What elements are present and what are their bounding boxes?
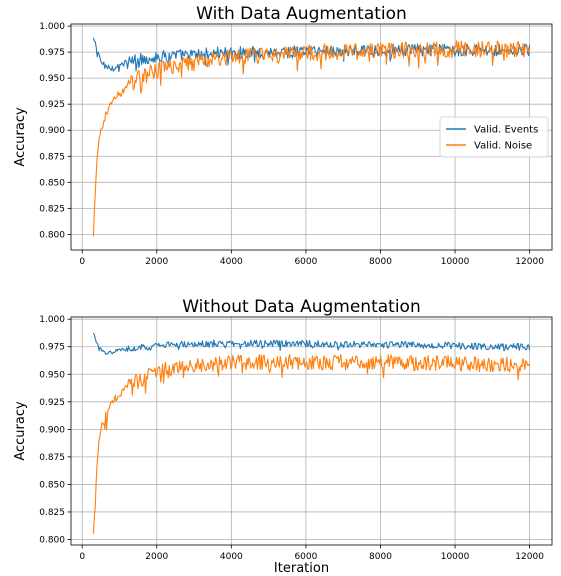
y-tick-label: 0.975 xyxy=(39,343,65,353)
y-tick-label: 0.900 xyxy=(39,425,65,435)
x-tick-label: 8000 xyxy=(369,257,392,267)
y-tick-label: 0.925 xyxy=(39,100,65,110)
x-tick-label: 12000 xyxy=(515,552,544,562)
y-axis-label: Accuracy xyxy=(13,107,28,167)
series-line-noise xyxy=(92,353,531,534)
y-tick-label: 0.850 xyxy=(39,480,65,490)
x-tick-label: 12000 xyxy=(515,257,544,267)
x-tick-label: 6000 xyxy=(294,257,317,267)
x-tick-label: 10000 xyxy=(441,552,470,562)
legend-entry: Valid. Noise xyxy=(474,141,532,152)
x-axis-label: Iteration xyxy=(274,561,329,576)
chart-title: With Data Augmentation xyxy=(196,4,407,24)
chart-panel-2: 0 2000 4000 6000 8000 10000 12000 0.800 0.825 0.8… xyxy=(13,297,553,576)
plot-frame xyxy=(70,23,553,251)
legend: Valid. Events Valid. Noise xyxy=(439,116,549,158)
y-tick-label: 0.875 xyxy=(39,453,65,463)
x-tick-label: 4000 xyxy=(220,257,243,267)
legend-box xyxy=(439,116,549,158)
x-tick-label: 4000 xyxy=(220,552,243,562)
y-tick-label: 0.950 xyxy=(39,74,65,84)
chart-title: Without Data Augmentation xyxy=(182,297,420,317)
x-tick-label: 2000 xyxy=(145,257,168,267)
x-tick-label: 0 xyxy=(79,257,85,267)
y-tick-label: 0.950 xyxy=(39,370,65,380)
y-tick-label: 0.900 xyxy=(39,126,65,136)
series-line-noise xyxy=(92,40,531,237)
y-tick-label: 1.000 xyxy=(39,315,65,325)
chart-panel-1: 0 2000 4000 6000 8000 10000 12000 0.800 0.825 0.8… xyxy=(13,4,553,267)
y-tick-label: 0.800 xyxy=(39,535,65,545)
x-tick-label: 6000 xyxy=(294,552,317,562)
y-tick-label: 0.850 xyxy=(39,178,65,188)
y-tick-label: 0.975 xyxy=(39,48,65,58)
y-tick-label: 0.925 xyxy=(39,398,65,408)
x-tick-label: 10000 xyxy=(441,257,470,267)
legend-entry: Valid. Events xyxy=(474,125,538,136)
y-tick-label: 0.800 xyxy=(39,230,65,240)
x-tick-label: 0 xyxy=(79,552,85,562)
x-tick-label: 2000 xyxy=(145,552,168,562)
plot-frame xyxy=(70,316,553,546)
y-tick-label: 1.000 xyxy=(39,22,65,32)
series-line-events xyxy=(92,332,531,356)
y-tick-label: 0.875 xyxy=(39,152,65,162)
y-axis-label: Accuracy xyxy=(13,401,28,461)
x-tick-label: 8000 xyxy=(369,552,392,562)
y-tick-label: 0.825 xyxy=(39,508,65,518)
y-tick-label: 0.825 xyxy=(39,204,65,214)
